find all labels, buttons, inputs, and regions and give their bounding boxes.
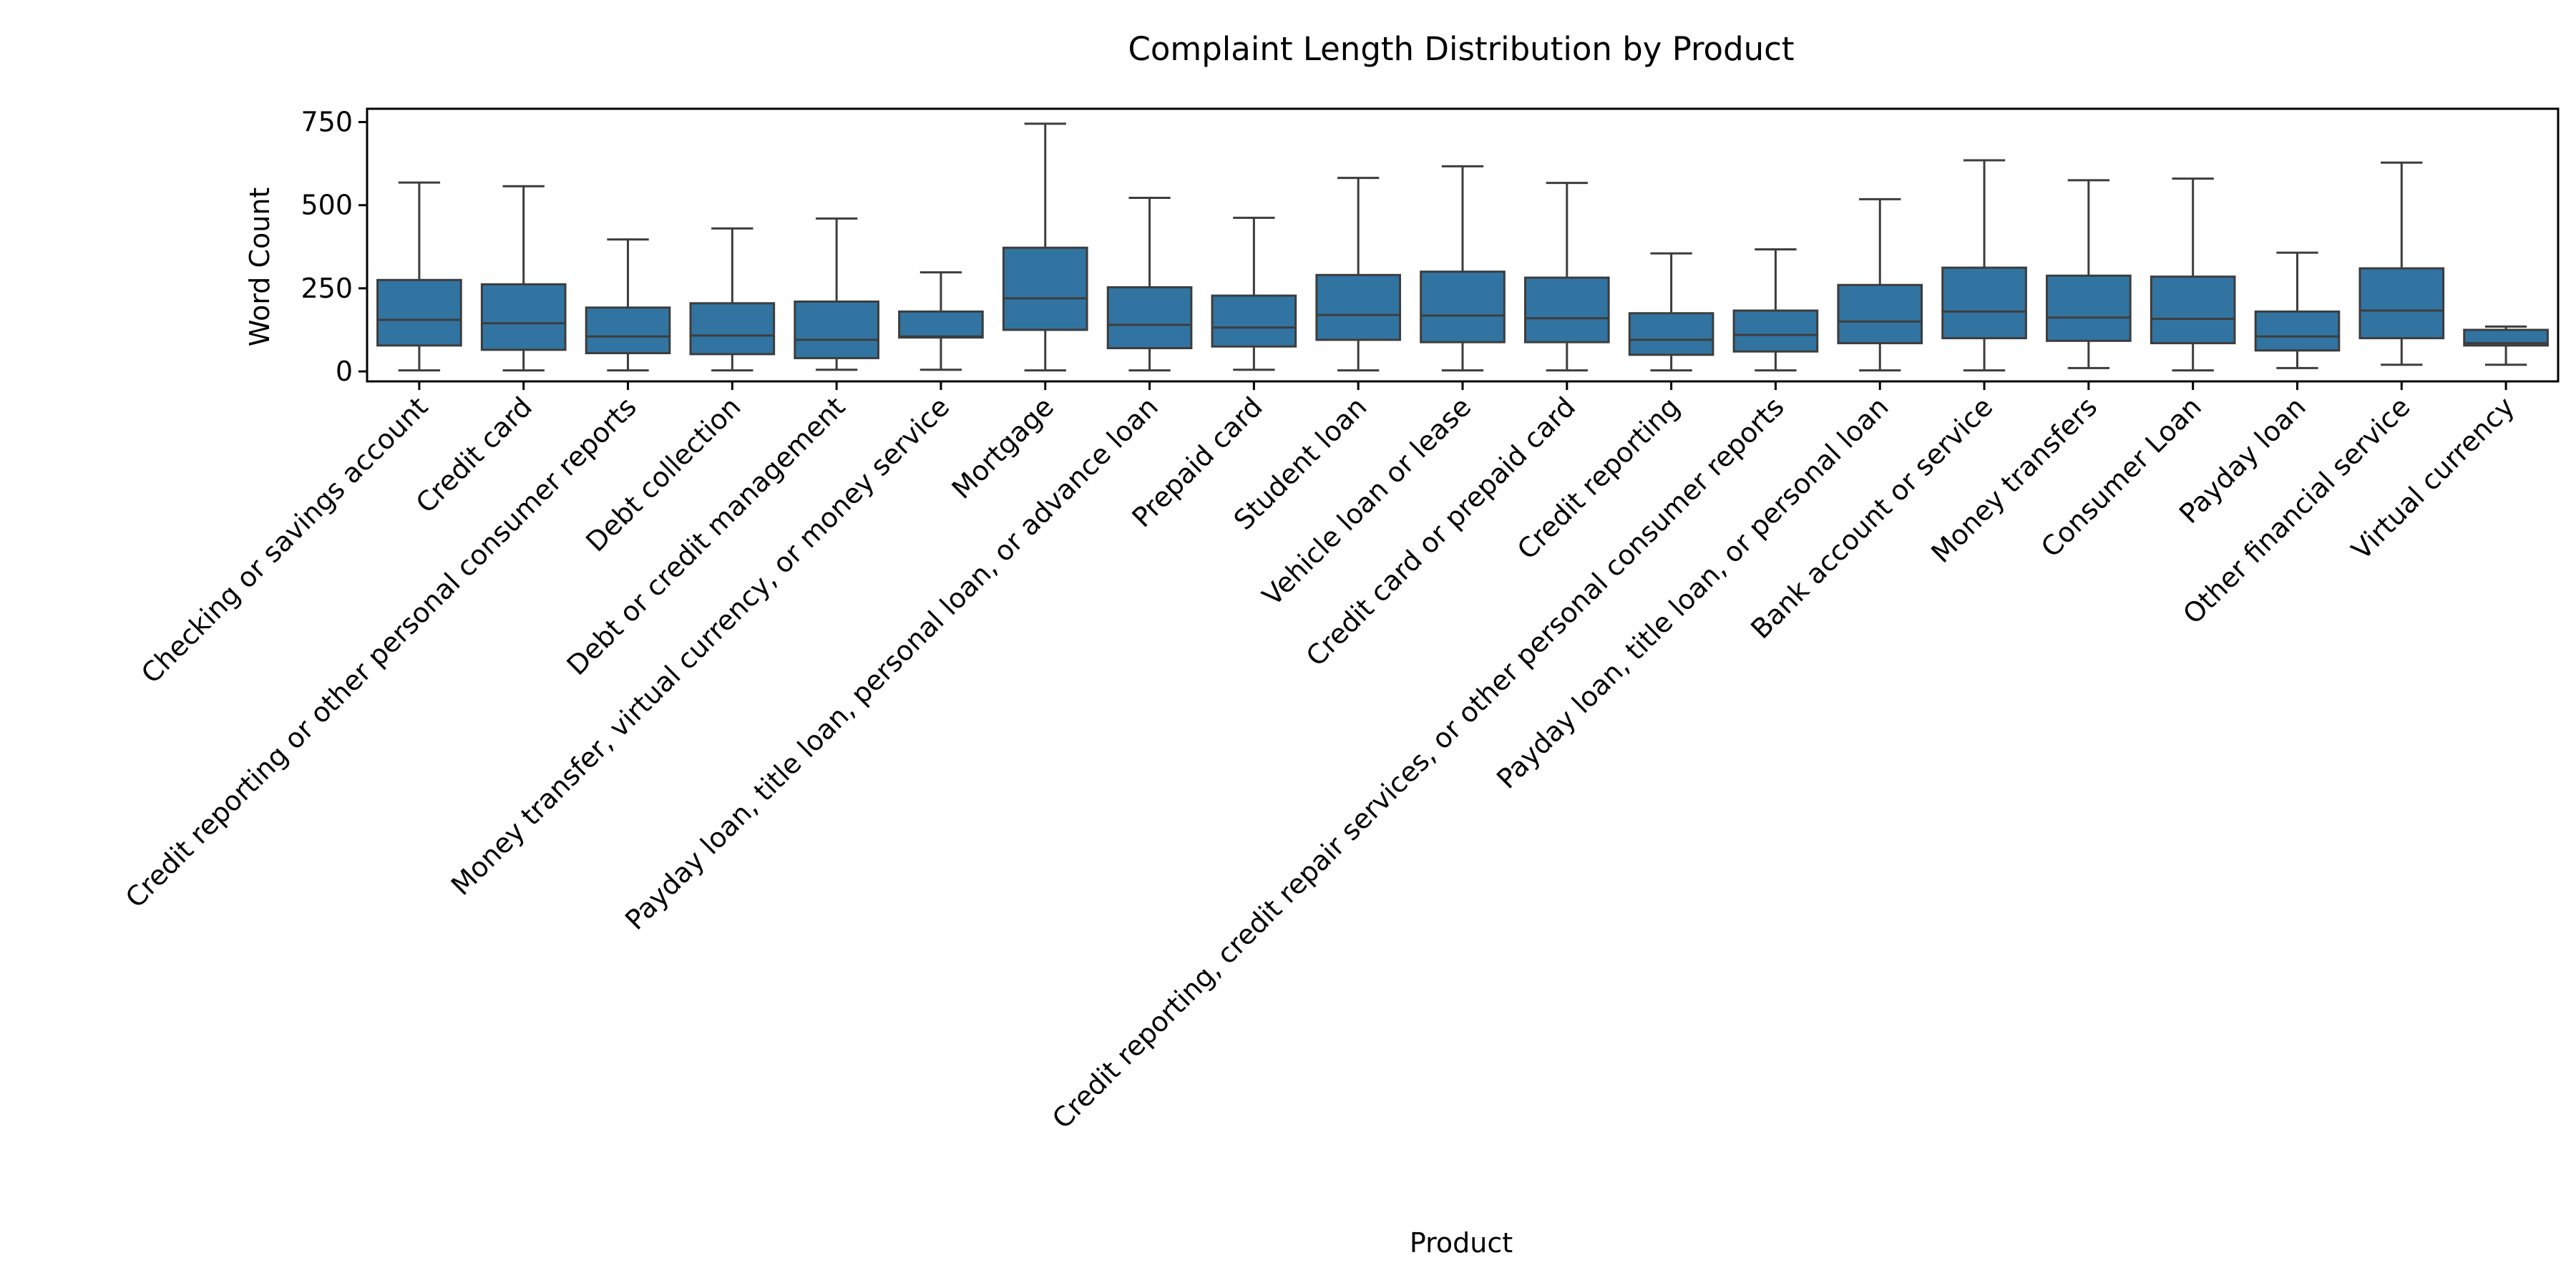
box: [1837, 283, 1923, 345]
box: [2358, 267, 2445, 340]
box: [1420, 270, 1506, 343]
y-axis-label: Word Count: [244, 187, 275, 347]
chart-title: Complaint Length Distribution by Product: [1128, 30, 1794, 68]
box: [585, 306, 671, 355]
y-tick-label: 0: [336, 356, 353, 387]
x-tick-label: Payday loan, title loan, or personal loa…: [1491, 391, 1894, 794]
y-tick-label: 750: [301, 107, 353, 138]
x-tick-label: Mortgage: [946, 391, 1060, 504]
box: [2150, 275, 2236, 345]
box: [480, 283, 567, 351]
box: [1211, 294, 1297, 348]
box: [2254, 310, 2341, 352]
x-tick-label: Vehicle loan or lease: [1257, 391, 1478, 612]
y-tick-label: 500: [301, 190, 353, 221]
box: [2046, 274, 2132, 342]
box: [898, 310, 984, 339]
box: [1106, 286, 1193, 350]
box: [1941, 266, 2027, 340]
box: [1628, 312, 1714, 356]
box: [1523, 276, 1610, 343]
box: [1732, 309, 1819, 353]
box: [794, 300, 879, 359]
x-axis-label: Product: [1410, 1227, 1513, 1259]
x-tick-label: Credit reporting or other personal consu…: [119, 391, 643, 914]
box: [1002, 246, 1088, 331]
box: [1315, 273, 1402, 341]
box: [2463, 328, 2549, 347]
x-tick-label: Money transfer, virtual currency, or mon…: [445, 391, 955, 901]
y-tick-label: 250: [301, 273, 353, 304]
box: [689, 302, 776, 356]
box: [376, 278, 462, 347]
